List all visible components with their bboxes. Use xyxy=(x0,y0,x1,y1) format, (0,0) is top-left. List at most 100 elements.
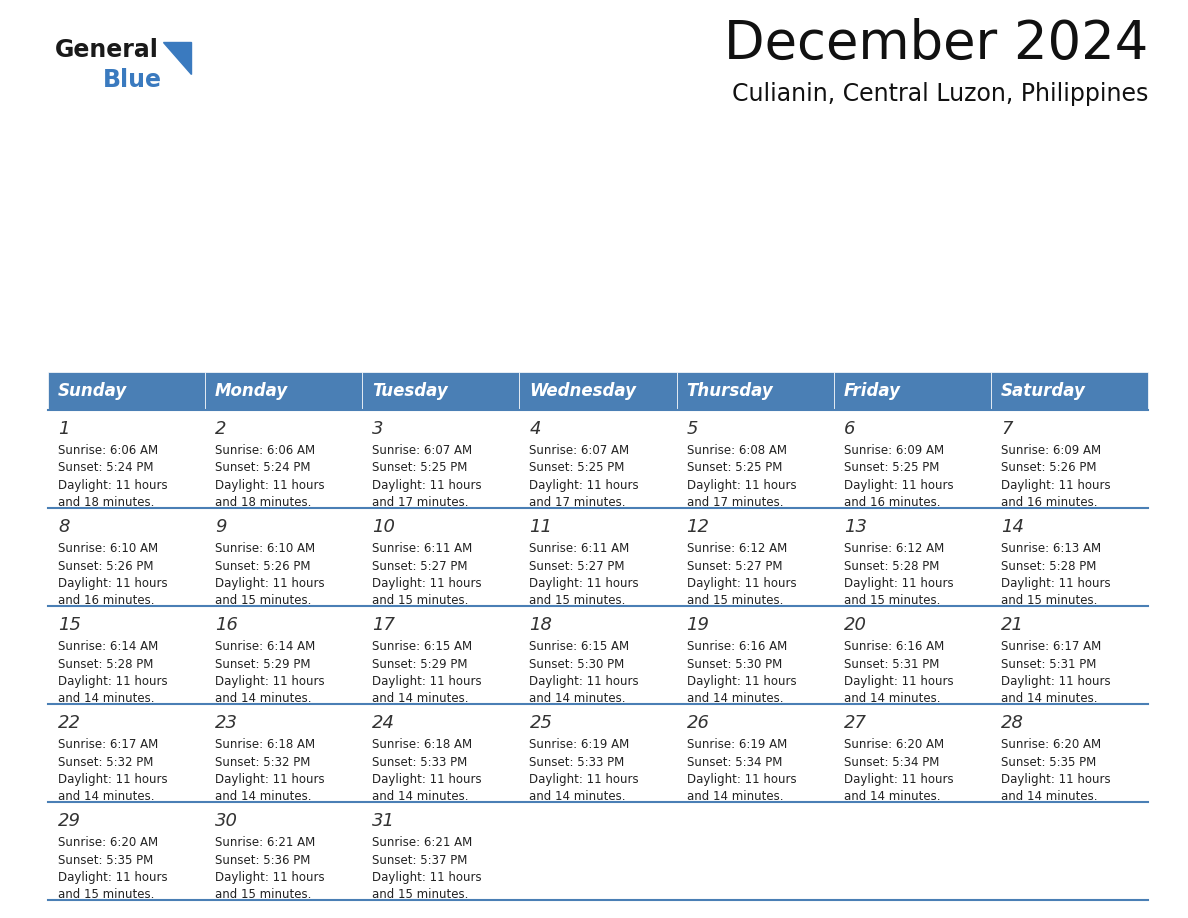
Text: Daylight: 11 hours: Daylight: 11 hours xyxy=(215,871,324,884)
Text: 4: 4 xyxy=(530,420,541,438)
Text: Daylight: 11 hours: Daylight: 11 hours xyxy=(58,773,168,786)
Text: 21: 21 xyxy=(1000,616,1024,634)
Text: 18: 18 xyxy=(530,616,552,634)
Text: 10: 10 xyxy=(372,518,396,536)
Polygon shape xyxy=(163,42,191,74)
Text: Wednesday: Wednesday xyxy=(530,382,637,400)
Text: and 14 minutes.: and 14 minutes. xyxy=(530,692,626,706)
Text: Sunrise: 6:19 AM: Sunrise: 6:19 AM xyxy=(687,738,786,751)
Text: Sunrise: 6:14 AM: Sunrise: 6:14 AM xyxy=(215,640,315,653)
Text: and 14 minutes.: and 14 minutes. xyxy=(687,790,783,803)
Text: and 16 minutes.: and 16 minutes. xyxy=(1000,497,1098,509)
Text: 24: 24 xyxy=(372,714,396,732)
Text: Sunrise: 6:06 AM: Sunrise: 6:06 AM xyxy=(215,444,315,457)
Text: and 17 minutes.: and 17 minutes. xyxy=(687,497,783,509)
Text: Daylight: 11 hours: Daylight: 11 hours xyxy=(58,675,168,688)
FancyBboxPatch shape xyxy=(362,704,519,802)
Text: Daylight: 11 hours: Daylight: 11 hours xyxy=(1000,773,1111,786)
Text: and 15 minutes.: and 15 minutes. xyxy=(530,595,626,608)
Text: Sunset: 5:33 PM: Sunset: 5:33 PM xyxy=(530,756,625,768)
Text: Daylight: 11 hours: Daylight: 11 hours xyxy=(843,675,953,688)
Text: Sunrise: 6:16 AM: Sunrise: 6:16 AM xyxy=(687,640,786,653)
Text: and 18 minutes.: and 18 minutes. xyxy=(215,497,311,509)
FancyBboxPatch shape xyxy=(206,372,362,410)
Text: Daylight: 11 hours: Daylight: 11 hours xyxy=(843,577,953,590)
Text: Sunset: 5:28 PM: Sunset: 5:28 PM xyxy=(58,657,153,670)
FancyBboxPatch shape xyxy=(362,410,519,508)
Text: and 15 minutes.: and 15 minutes. xyxy=(1000,595,1098,608)
Text: Daylight: 11 hours: Daylight: 11 hours xyxy=(215,675,324,688)
Text: Daylight: 11 hours: Daylight: 11 hours xyxy=(687,675,796,688)
Text: Sunrise: 6:19 AM: Sunrise: 6:19 AM xyxy=(530,738,630,751)
FancyBboxPatch shape xyxy=(991,372,1148,410)
FancyBboxPatch shape xyxy=(677,410,834,508)
FancyBboxPatch shape xyxy=(991,606,1148,704)
Text: Daylight: 11 hours: Daylight: 11 hours xyxy=(215,577,324,590)
Text: 15: 15 xyxy=(58,616,81,634)
Text: Sunset: 5:24 PM: Sunset: 5:24 PM xyxy=(58,462,153,475)
Text: Sunset: 5:28 PM: Sunset: 5:28 PM xyxy=(843,559,939,573)
Text: Sunset: 5:32 PM: Sunset: 5:32 PM xyxy=(215,756,310,768)
Text: Sunset: 5:35 PM: Sunset: 5:35 PM xyxy=(58,854,153,867)
Text: 23: 23 xyxy=(215,714,238,732)
FancyBboxPatch shape xyxy=(677,372,834,410)
FancyBboxPatch shape xyxy=(991,508,1148,606)
Text: Daylight: 11 hours: Daylight: 11 hours xyxy=(530,577,639,590)
Text: Sunset: 5:27 PM: Sunset: 5:27 PM xyxy=(687,559,782,573)
Text: Tuesday: Tuesday xyxy=(372,382,448,400)
Text: Daylight: 11 hours: Daylight: 11 hours xyxy=(530,479,639,492)
Text: and 15 minutes.: and 15 minutes. xyxy=(372,595,468,608)
Text: Sunset: 5:26 PM: Sunset: 5:26 PM xyxy=(215,559,310,573)
Text: Daylight: 11 hours: Daylight: 11 hours xyxy=(687,773,796,786)
Text: Sunrise: 6:15 AM: Sunrise: 6:15 AM xyxy=(372,640,473,653)
Text: Daylight: 11 hours: Daylight: 11 hours xyxy=(58,577,168,590)
Text: 3: 3 xyxy=(372,420,384,438)
Text: 20: 20 xyxy=(843,616,867,634)
Text: 8: 8 xyxy=(58,518,70,536)
FancyBboxPatch shape xyxy=(677,704,834,802)
FancyBboxPatch shape xyxy=(206,508,362,606)
Text: Daylight: 11 hours: Daylight: 11 hours xyxy=(372,479,482,492)
Text: 6: 6 xyxy=(843,420,855,438)
FancyBboxPatch shape xyxy=(677,508,834,606)
Text: General: General xyxy=(55,38,159,62)
Text: Monday: Monday xyxy=(215,382,289,400)
Text: Sunrise: 6:20 AM: Sunrise: 6:20 AM xyxy=(1000,738,1101,751)
FancyBboxPatch shape xyxy=(834,606,991,704)
Text: 13: 13 xyxy=(843,518,867,536)
Text: Sunrise: 6:07 AM: Sunrise: 6:07 AM xyxy=(372,444,473,457)
FancyBboxPatch shape xyxy=(991,410,1148,508)
Text: 31: 31 xyxy=(372,812,396,830)
FancyBboxPatch shape xyxy=(48,802,206,900)
Text: Sunrise: 6:15 AM: Sunrise: 6:15 AM xyxy=(530,640,630,653)
Text: Sunrise: 6:17 AM: Sunrise: 6:17 AM xyxy=(58,738,158,751)
Text: Sunrise: 6:18 AM: Sunrise: 6:18 AM xyxy=(215,738,315,751)
FancyBboxPatch shape xyxy=(48,606,206,704)
FancyBboxPatch shape xyxy=(519,704,677,802)
Text: Daylight: 11 hours: Daylight: 11 hours xyxy=(372,577,482,590)
Text: Daylight: 11 hours: Daylight: 11 hours xyxy=(58,479,168,492)
Text: 17: 17 xyxy=(372,616,396,634)
Text: Daylight: 11 hours: Daylight: 11 hours xyxy=(1000,479,1111,492)
Text: and 18 minutes.: and 18 minutes. xyxy=(58,497,154,509)
Text: Sunset: 5:26 PM: Sunset: 5:26 PM xyxy=(1000,462,1097,475)
Text: and 15 minutes.: and 15 minutes. xyxy=(843,595,940,608)
Text: 25: 25 xyxy=(530,714,552,732)
FancyBboxPatch shape xyxy=(48,410,206,508)
Text: Sunset: 5:35 PM: Sunset: 5:35 PM xyxy=(1000,756,1097,768)
Text: 5: 5 xyxy=(687,420,699,438)
Text: 26: 26 xyxy=(687,714,709,732)
FancyBboxPatch shape xyxy=(834,372,991,410)
Text: Sunrise: 6:16 AM: Sunrise: 6:16 AM xyxy=(843,640,944,653)
Text: Culianin, Central Luzon, Philippines: Culianin, Central Luzon, Philippines xyxy=(732,82,1148,106)
Text: Sunset: 5:37 PM: Sunset: 5:37 PM xyxy=(372,854,468,867)
Text: and 14 minutes.: and 14 minutes. xyxy=(372,692,469,706)
FancyBboxPatch shape xyxy=(519,606,677,704)
Text: Daylight: 11 hours: Daylight: 11 hours xyxy=(372,675,482,688)
Text: and 14 minutes.: and 14 minutes. xyxy=(1000,790,1098,803)
Text: Daylight: 11 hours: Daylight: 11 hours xyxy=(372,871,482,884)
FancyBboxPatch shape xyxy=(48,704,206,802)
Text: 19: 19 xyxy=(687,616,709,634)
Text: and 14 minutes.: and 14 minutes. xyxy=(215,790,311,803)
Text: and 14 minutes.: and 14 minutes. xyxy=(843,790,940,803)
